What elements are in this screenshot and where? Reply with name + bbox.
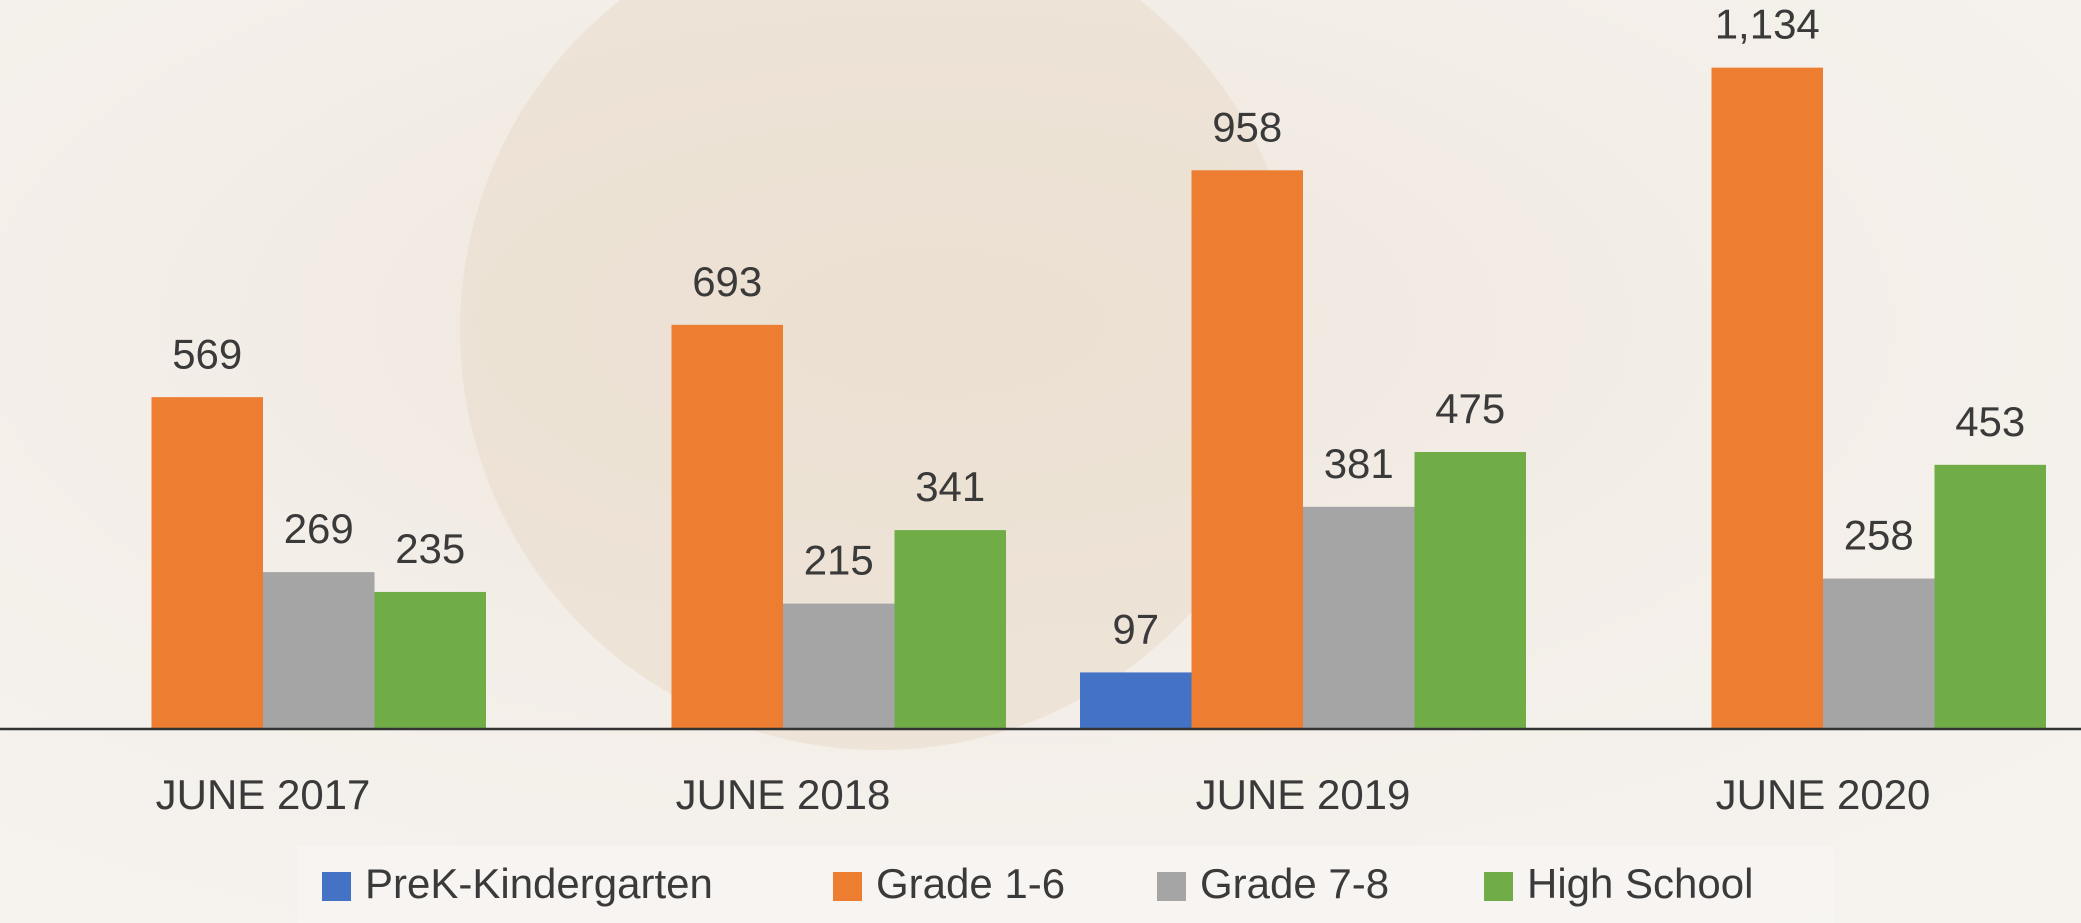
legend-label: Grade 1-6 bbox=[876, 860, 1065, 907]
bar bbox=[1415, 452, 1527, 729]
x-tick-label: JUNE 2017 bbox=[156, 771, 371, 818]
x-tick-label: JUNE 2020 bbox=[1716, 771, 1931, 818]
legend-label: PreK-Kindergarten bbox=[365, 860, 713, 907]
bar bbox=[263, 572, 375, 729]
legend-swatch bbox=[833, 872, 862, 901]
legend-label: High School bbox=[1527, 860, 1753, 907]
legend-swatch bbox=[322, 872, 351, 901]
data-label: 475 bbox=[1435, 385, 1505, 432]
data-label: 269 bbox=[284, 505, 354, 552]
bar bbox=[1712, 68, 1824, 729]
data-label: 215 bbox=[804, 537, 874, 584]
legend-label: Grade 7-8 bbox=[1200, 860, 1389, 907]
x-tick-label: JUNE 2019 bbox=[1196, 771, 1411, 818]
data-label: 958 bbox=[1212, 103, 1282, 150]
data-label: 381 bbox=[1324, 440, 1394, 487]
bar bbox=[672, 325, 784, 729]
x-tick-label: JUNE 2018 bbox=[676, 771, 891, 818]
bar bbox=[1192, 170, 1304, 729]
legend-swatch bbox=[1484, 872, 1513, 901]
data-label: 258 bbox=[1844, 512, 1914, 559]
bar bbox=[895, 530, 1007, 729]
data-label: 97 bbox=[1112, 606, 1159, 653]
data-label: 569 bbox=[172, 330, 242, 377]
data-label: 341 bbox=[915, 463, 985, 510]
bar bbox=[1080, 672, 1192, 729]
data-label: 235 bbox=[395, 525, 465, 572]
bar bbox=[1303, 507, 1415, 729]
chart: JUNE 2017 569 269 235 JUNE 2018 693 215 341 JUNE… bbox=[0, 0, 2081, 923]
data-label: 453 bbox=[1955, 398, 2025, 445]
bar bbox=[783, 604, 895, 729]
legend-swatch bbox=[1157, 872, 1186, 901]
data-label: 1,134 bbox=[1715, 1, 1820, 48]
data-label: 693 bbox=[692, 258, 762, 305]
bar bbox=[1823, 579, 1935, 729]
bar bbox=[1935, 465, 2047, 729]
bar bbox=[152, 397, 264, 729]
bar bbox=[375, 592, 487, 729]
